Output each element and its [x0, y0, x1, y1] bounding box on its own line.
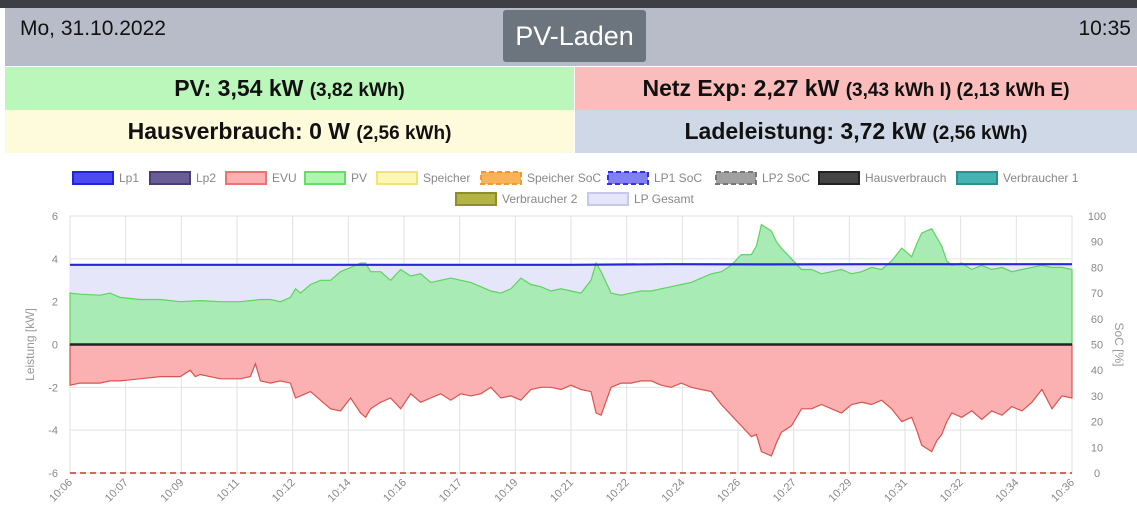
y-right-tick-label: 70: [1091, 288, 1103, 300]
hausverbrauch-energy: (2,56 kWh): [356, 123, 452, 144]
y-left-tick-label: 0: [52, 340, 58, 352]
legend-swatch-pv[interactable]: [304, 171, 346, 185]
y-left-tick-label: 6: [52, 211, 58, 223]
x-tick-label: 10:21: [548, 477, 576, 505]
date-label: Mo, 31.10.2022: [20, 17, 166, 40]
legend-swatch-lp2[interactable]: [149, 171, 191, 185]
x-tick-label: 10:17: [437, 477, 465, 505]
legend-label-lp2[interactable]: Lp2: [196, 171, 216, 185]
chart-series: [69, 223, 1073, 474]
x-tick-label: 10:12: [270, 477, 298, 505]
legend-swatch-lp1[interactable]: [72, 171, 114, 185]
x-tick-label: 10:22: [604, 477, 632, 505]
x-tick-label: 10:24: [660, 477, 688, 505]
legend-label-lp1[interactable]: Lp1: [119, 171, 139, 185]
legend-label-lp2-soc[interactable]: LP2 SoC: [762, 171, 810, 185]
legend-label-speicher[interactable]: Speicher: [423, 171, 470, 185]
legend-swatch-hausverbrauch[interactable]: [818, 171, 860, 185]
y-right-tick-label: 40: [1091, 365, 1103, 377]
ladeleistung-power: Ladeleistung: 3,72 kW: [684, 118, 927, 144]
y-right-tick-label: 20: [1091, 417, 1103, 429]
lp1-line: [70, 263, 1072, 266]
y-right-axis-title: SoC [%]: [1112, 322, 1126, 366]
pv-area: [69, 223, 1073, 346]
legend-label-lp1-soc[interactable]: LP1 SoC: [654, 171, 702, 185]
legend-label-evu[interactable]: EVU: [272, 171, 297, 185]
chart-legend: Lp1 Lp2 EVU PV Speicher Speicher SoC LP1 SoC LP…: [72, 171, 1079, 206]
y-right-tick-label: 10: [1091, 442, 1103, 454]
x-tick-label: 10:26: [715, 477, 743, 505]
x-tick-label: 10:11: [215, 477, 242, 504]
x-tick-label: 10:16: [381, 477, 409, 505]
y-left-tick-label: -4: [48, 425, 58, 437]
ladeleistung-energy: (2,56 kWh): [932, 123, 1028, 144]
legend-swatch-verbraucher-1[interactable]: [956, 171, 998, 185]
x-tick-label: 10:06: [47, 477, 75, 505]
pv-power: PV: 3,54 kW: [174, 75, 304, 101]
x-tick-label: 10:31: [882, 477, 910, 505]
ladeleistung-tile: Ladeleistung: 3,72 kW (2,56 kWh): [575, 110, 1137, 153]
x-tick-label: 10:27: [771, 477, 799, 505]
legend-label-verbraucher-1[interactable]: Verbraucher 1: [1003, 171, 1079, 185]
x-tick-label: 10:32: [938, 477, 966, 505]
y-left-tick-label: 4: [52, 254, 58, 266]
legend-label-speicher-soc[interactable]: Speicher SoC: [527, 171, 601, 185]
legend-label-pv[interactable]: PV: [351, 171, 367, 185]
y-left-tick-label: -6: [48, 468, 58, 480]
y-left-axis-title: Leistung [kW]: [23, 308, 37, 381]
x-tick-label: 10:09: [159, 477, 187, 505]
x-tick-label: 10:36: [1049, 477, 1077, 505]
legend-swatch-lp-gesamt[interactable]: [587, 192, 629, 206]
window-top-strip: [0, 0, 1137, 8]
pv-laden-button[interactable]: PV-Laden: [503, 10, 646, 62]
x-tick-label: 10:14: [326, 477, 354, 505]
evu-area: [69, 343, 1073, 457]
legend-swatch-evu[interactable]: [225, 171, 267, 185]
legend-label-hausverbrauch[interactable]: Hausverbrauch: [865, 171, 946, 185]
y-right-tick-label: 80: [1091, 262, 1103, 274]
header-bar: Mo, 31.10.2022 PV-Laden 10:35: [5, 8, 1137, 66]
y-right-tick-label: 60: [1091, 314, 1103, 326]
x-tick-label: 10:19: [493, 477, 521, 505]
y-right-tick-label: 50: [1091, 340, 1103, 352]
legend-swatch-speicher-soc[interactable]: [480, 171, 522, 185]
legend-swatch-verbraucher-2[interactable]: [455, 192, 497, 206]
legend-swatch-speicher[interactable]: [376, 171, 418, 185]
x-tick-label: 10:07: [103, 477, 131, 505]
hausverbrauch-tile: Hausverbrauch: 0 W (2,56 kWh): [5, 110, 574, 153]
time-label: 10:35: [1078, 17, 1131, 40]
netz-tile: Netz Exp: 2,27 kW (3,43 kWh I) (2,13 kWh…: [575, 67, 1137, 110]
power-chart: Lp1 Lp2 EVU PV Speicher Speicher SoC LP1 SoC LP…: [23, 171, 1126, 505]
y-right-tick-label: 100: [1088, 211, 1106, 223]
hausverbrauch-power: Hausverbrauch: 0 W: [127, 118, 350, 144]
legend-swatch-lp1-soc[interactable]: [607, 171, 649, 185]
y-right-tick-label: 90: [1091, 237, 1103, 249]
pv-tile: PV: 3,54 kW (3,82 kWh): [5, 67, 574, 110]
y-left-tick-label: 2: [52, 297, 58, 309]
pv-energy: (3,82 kWh): [309, 80, 405, 101]
y-right-tick-label: 30: [1091, 391, 1103, 403]
x-tick-label: 10:29: [827, 477, 855, 505]
legend-swatch-lp2-soc[interactable]: [715, 171, 757, 185]
y-left-tick-label: -2: [48, 382, 58, 394]
x-tick-label: 10:34: [994, 477, 1022, 505]
netz-energy: (3,43 kWh I) (2,13 kWh E): [845, 80, 1070, 101]
netz-power: Netz Exp: 2,27 kW: [642, 75, 840, 101]
legend-label-verbraucher-2[interactable]: Verbraucher 2: [502, 192, 578, 206]
legend-label-lp-gesamt[interactable]: LP Gesamt: [634, 192, 694, 206]
y-right-tick-label: 0: [1094, 468, 1100, 480]
